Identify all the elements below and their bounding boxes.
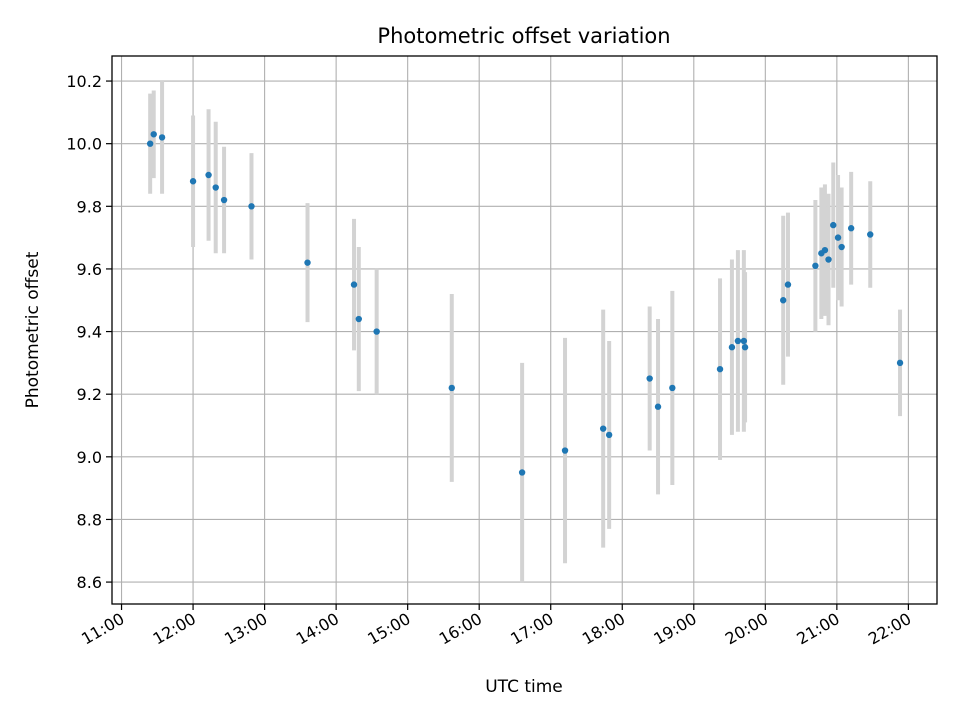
data-point [896, 359, 904, 367]
data-point [373, 328, 380, 335]
y-tick-label: 10.0 [66, 135, 102, 154]
y-axis: 8.6 8.8 9.0 9.2 9.4 9.6 9.8 10.0 10.2 [66, 72, 112, 592]
data-point [355, 315, 362, 323]
data-point [146, 140, 154, 147]
y-tick-label: 8.6 [77, 573, 102, 592]
data-point [812, 262, 819, 270]
data-point [728, 344, 736, 351]
data-point [212, 184, 219, 191]
data-point [834, 234, 842, 241]
data-point [734, 337, 742, 345]
data-points [146, 131, 904, 476]
data-point [205, 171, 212, 179]
data-point [248, 203, 255, 210]
y-tick-label: 9.8 [77, 197, 102, 216]
y-axis-label: Photometric offset [23, 251, 43, 408]
x-axis-label: UTC time [485, 677, 563, 697]
data-point [158, 134, 166, 141]
x-tick-label: 20:00 [722, 609, 771, 649]
data-point [821, 246, 829, 254]
data-point [669, 384, 676, 392]
data-point [741, 344, 749, 351]
x-tick-label: 17:00 [507, 609, 556, 649]
data-point [150, 131, 157, 138]
data-point [838, 243, 845, 251]
data-point [867, 231, 874, 238]
data-point [350, 281, 358, 288]
y-tick-label: 10.2 [66, 72, 102, 91]
x-tick-label: 18:00 [579, 609, 628, 649]
data-point [189, 178, 197, 185]
grid [112, 56, 937, 604]
x-tick-label: 11:00 [78, 609, 127, 649]
data-point [304, 259, 311, 266]
data-point [847, 225, 855, 232]
x-tick-label: 13:00 [221, 609, 270, 649]
y-tick-label: 8.8 [77, 510, 102, 529]
x-tick-label: 19:00 [650, 609, 699, 649]
data-point [784, 281, 792, 288]
y-tick-label: 9.2 [77, 385, 102, 404]
data-point [830, 221, 837, 229]
data-point [716, 365, 724, 373]
data-point [654, 403, 662, 410]
x-tick-label: 16:00 [436, 609, 485, 649]
data-point [646, 375, 653, 382]
y-tick-label: 9.0 [77, 448, 102, 467]
y-tick-label: 9.6 [77, 260, 102, 279]
data-point [220, 196, 228, 204]
data-point [825, 256, 832, 263]
data-point [518, 469, 526, 476]
x-tick-label: 14:00 [293, 609, 342, 649]
data-point [561, 447, 569, 454]
x-tick-label: 22:00 [865, 609, 914, 649]
x-tick-label: 12:00 [150, 609, 199, 649]
x-tick-label: 15:00 [364, 609, 413, 649]
y-tick-label: 9.4 [77, 323, 102, 342]
x-tick-label: 21:00 [793, 609, 842, 649]
data-point [605, 431, 613, 439]
x-axis: 11:00 12:00 13:00 14:00 15:00 16:00 17:00 18:00… [78, 604, 914, 649]
data-point [599, 425, 607, 432]
chart-title: Photometric offset variation [377, 24, 670, 48]
data-point [448, 384, 455, 392]
data-point [780, 297, 787, 304]
data-point [740, 337, 748, 345]
plot-frame [111, 55, 938, 605]
